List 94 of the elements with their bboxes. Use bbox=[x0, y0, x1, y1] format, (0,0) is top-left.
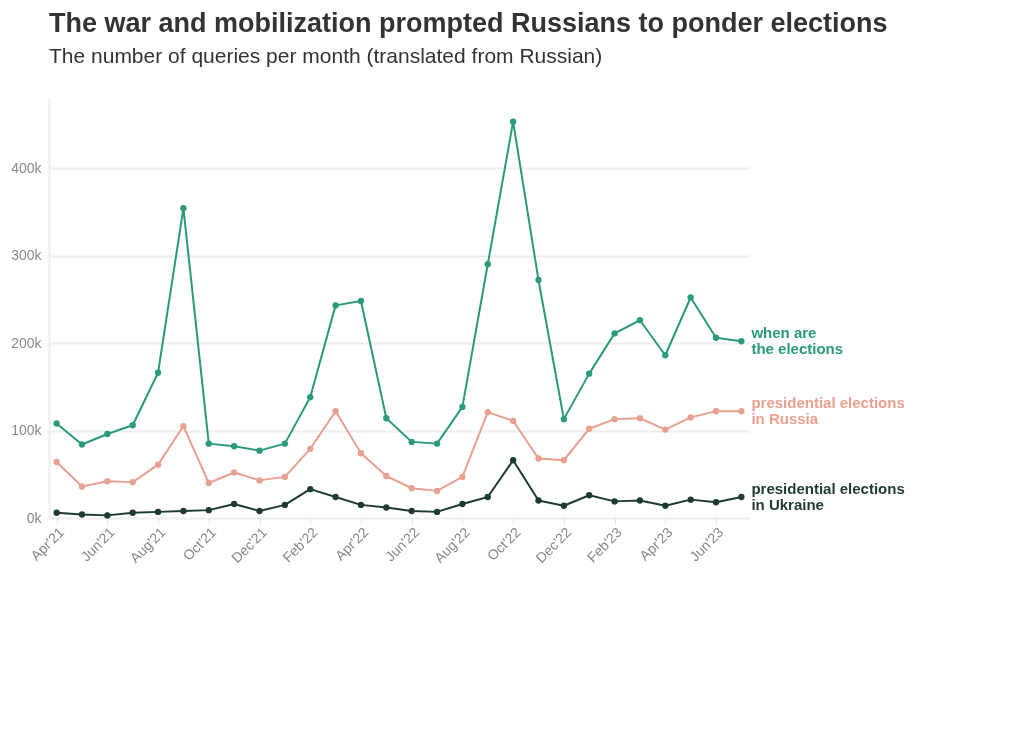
point bbox=[383, 415, 390, 422]
point bbox=[459, 473, 466, 481]
point bbox=[712, 334, 720, 341]
point bbox=[636, 415, 644, 422]
point bbox=[408, 485, 415, 492]
point bbox=[307, 445, 314, 453]
point bbox=[433, 440, 441, 447]
point bbox=[154, 369, 162, 376]
point bbox=[357, 450, 365, 457]
point bbox=[78, 483, 86, 490]
point bbox=[459, 403, 466, 411]
point bbox=[332, 408, 339, 415]
point bbox=[586, 370, 593, 377]
point bbox=[129, 509, 136, 516]
point bbox=[154, 508, 162, 516]
point bbox=[154, 461, 162, 468]
point bbox=[586, 492, 593, 499]
chart-subtitle: The number of queries per month (translated from Russian) bbox=[49, 44, 603, 67]
point bbox=[662, 502, 669, 509]
point bbox=[357, 297, 365, 305]
y-tick-label: 200k bbox=[11, 334, 43, 351]
point bbox=[281, 440, 289, 447]
point bbox=[560, 457, 568, 464]
point bbox=[535, 276, 542, 284]
point bbox=[687, 414, 694, 421]
point bbox=[484, 493, 491, 501]
point bbox=[205, 479, 212, 487]
point bbox=[307, 485, 314, 493]
point bbox=[408, 507, 415, 515]
point bbox=[383, 472, 390, 480]
point bbox=[611, 330, 618, 337]
point bbox=[484, 261, 491, 268]
point bbox=[687, 496, 694, 503]
point bbox=[281, 501, 289, 509]
series-label: when are the elections bbox=[750, 324, 844, 358]
point bbox=[104, 478, 111, 485]
point bbox=[256, 477, 263, 484]
point bbox=[205, 440, 212, 447]
point bbox=[662, 352, 669, 359]
point bbox=[78, 441, 86, 448]
point bbox=[586, 425, 593, 432]
point bbox=[205, 506, 212, 514]
point bbox=[332, 302, 339, 309]
point bbox=[636, 497, 644, 504]
point bbox=[129, 422, 136, 429]
point bbox=[560, 502, 568, 509]
series-label: presidential elections in Ukraine bbox=[751, 480, 905, 513]
point bbox=[535, 497, 542, 504]
y-tick-label: 300k bbox=[11, 247, 43, 263]
point bbox=[180, 507, 187, 515]
point bbox=[307, 394, 314, 401]
point bbox=[53, 458, 60, 466]
point bbox=[281, 473, 289, 481]
point bbox=[433, 508, 441, 516]
point bbox=[129, 478, 136, 486]
point bbox=[256, 447, 263, 454]
point bbox=[636, 317, 644, 324]
point bbox=[408, 438, 415, 446]
point bbox=[484, 408, 491, 416]
point bbox=[738, 338, 745, 345]
point bbox=[230, 443, 238, 450]
point bbox=[357, 501, 365, 509]
point bbox=[509, 417, 517, 425]
point bbox=[433, 487, 441, 495]
point bbox=[509, 118, 517, 125]
point bbox=[662, 426, 669, 433]
y-tick-label: 0k bbox=[26, 509, 43, 526]
point bbox=[78, 511, 86, 518]
point bbox=[560, 415, 568, 423]
point bbox=[53, 420, 60, 427]
point bbox=[230, 500, 238, 508]
point bbox=[104, 430, 111, 438]
point bbox=[611, 498, 618, 505]
point bbox=[712, 408, 720, 415]
point bbox=[383, 504, 390, 511]
point bbox=[535, 455, 542, 462]
point bbox=[738, 408, 745, 415]
point bbox=[509, 457, 517, 464]
point bbox=[53, 509, 60, 516]
series-label: presidential elections in Russia bbox=[751, 394, 905, 428]
point bbox=[180, 205, 187, 212]
point bbox=[230, 469, 238, 476]
point bbox=[180, 422, 187, 430]
point bbox=[611, 415, 618, 423]
chart-title: The war and mobilization prompted Russians to ponder elections bbox=[49, 8, 888, 38]
point bbox=[738, 493, 745, 501]
point bbox=[256, 507, 263, 515]
point bbox=[104, 512, 111, 519]
point bbox=[687, 294, 694, 301]
y-tick-label: 100k bbox=[11, 422, 43, 438]
point bbox=[712, 499, 720, 506]
y-tick-label: 400k bbox=[11, 159, 43, 176]
point bbox=[459, 500, 466, 508]
point bbox=[332, 493, 339, 501]
